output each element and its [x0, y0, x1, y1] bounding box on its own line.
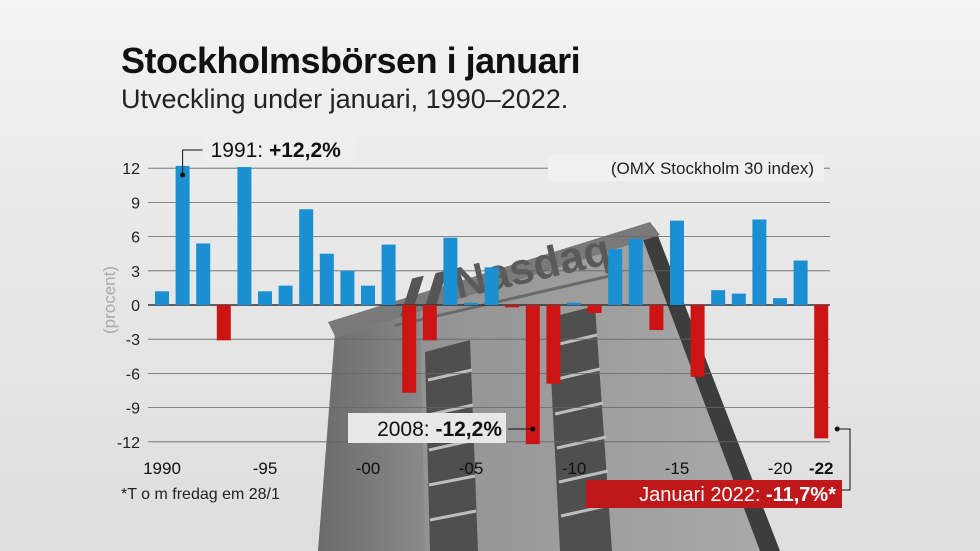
x-tick-label: -00	[356, 459, 381, 478]
annotation-1991: 1991: +12,2%	[211, 139, 342, 162]
bar-2002	[402, 305, 417, 393]
annotation-leader-2022	[837, 428, 851, 491]
bar-2016	[690, 305, 705, 377]
y-tick-label: 12	[122, 161, 140, 178]
x-tick-label: -05	[459, 459, 484, 478]
bar-2001	[381, 244, 396, 305]
footnote: *T o m fredag em 28/1	[121, 486, 280, 503]
y-tick-label: 6	[131, 230, 140, 247]
y-axis-label: (procent)	[100, 266, 119, 334]
bar-2004	[443, 237, 458, 305]
x-tick-label: -22	[809, 459, 834, 478]
bar-2009	[546, 305, 561, 384]
bar-2018	[731, 293, 746, 305]
y-tick-label: 0	[131, 298, 140, 315]
bar-1996	[278, 285, 293, 305]
x-tick-label: -15	[665, 459, 690, 478]
annotation-2022: Januari 2022: -11,7%*	[639, 484, 836, 506]
annotation-year-2008: 2008:	[377, 418, 435, 441]
y-tick-label: -3	[126, 332, 140, 349]
y-tick-label: 3	[131, 264, 140, 281]
bar-2022	[814, 305, 829, 439]
annotation-2008: 2008: -12,2%	[377, 418, 502, 441]
y-tick-label: 9	[131, 195, 140, 212]
series-label-bg	[548, 155, 824, 181]
bar-2015	[670, 220, 684, 305]
y-tick-label: -9	[126, 401, 140, 418]
y-tick-label: -12	[117, 435, 140, 452]
bar-2019	[752, 219, 767, 305]
bar-1997	[299, 209, 314, 305]
bar-2012	[608, 249, 623, 305]
series-label: (OMX Stockholm 30 index)	[611, 159, 814, 178]
bar-2007	[505, 305, 520, 308]
bar-2000	[361, 285, 375, 305]
bar-1991	[175, 165, 190, 305]
bar-2020	[773, 298, 787, 305]
bar-1998	[319, 253, 334, 305]
bar-2005	[464, 302, 478, 305]
annotation-year-2022: Januari 2022:	[639, 484, 766, 506]
bar-2014	[649, 305, 664, 331]
bar-2008	[525, 305, 540, 445]
x-tick-label: -10	[562, 459, 587, 478]
bar-2011	[587, 305, 602, 313]
annotation-value-2008: -12,2%	[435, 418, 502, 441]
annotation-leader-1991	[182, 149, 203, 176]
x-tick-label: 1990	[143, 459, 181, 478]
x-tick-label: -95	[253, 459, 278, 478]
bar-2003	[422, 305, 437, 341]
annotation-value-2022: -11,7%*	[766, 484, 836, 506]
bar-1999	[340, 270, 355, 305]
bar-2021	[793, 260, 808, 305]
bar-2010	[567, 302, 581, 305]
chart-subtitle: Utveckling under januari, 1990–2022.	[121, 84, 569, 114]
bar-1992	[196, 243, 211, 305]
annotation-year-1991: 1991:	[211, 139, 269, 162]
bar-2017	[711, 290, 726, 305]
bar-2006	[484, 267, 499, 305]
chart-title: Stockholmsbörsen i januari	[121, 40, 581, 81]
annotation-bg-2008	[348, 413, 506, 443]
bar-2013	[628, 238, 643, 305]
x-tick-label: -20	[768, 459, 793, 478]
bar-1995	[258, 291, 272, 305]
annotation-bg-1991	[204, 134, 355, 162]
bar-1993	[216, 305, 231, 341]
y-tick-label: -6	[126, 366, 140, 383]
bar-1990	[155, 291, 169, 305]
bar-1994	[237, 167, 252, 305]
annotation-value-1991: +12,2%	[269, 139, 341, 162]
annotation-bg-2022	[586, 480, 842, 508]
